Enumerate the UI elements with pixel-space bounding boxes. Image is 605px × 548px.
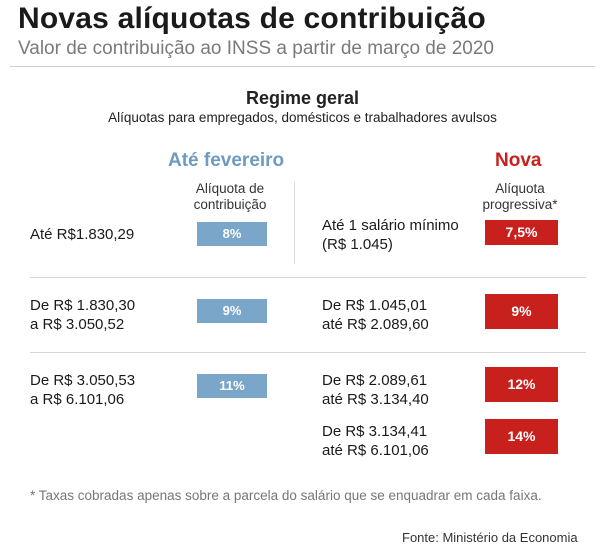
right-row-3-rate: 12% [485, 367, 558, 402]
left-row-2-range: De R$ 1.830,30 a R$ 3.050,52 [30, 296, 135, 334]
right-row-2-rate: 9% [485, 294, 558, 329]
range-line: De R$ 1.830,30 [30, 297, 136, 314]
row-divider [30, 352, 586, 353]
left-row-1-range: Até R$1.830,29 [30, 225, 134, 244]
range-line: Até R$1.830,29 [30, 226, 135, 243]
range-line: até R$ 2.089,60 [322, 316, 429, 333]
range-line: até R$ 3.134,40 [322, 391, 429, 408]
right-row-1-range: Até 1 salário mínimo (R$ 1.045) [322, 216, 459, 254]
footnote: * Taxas cobradas apenas sobre a parcela … [30, 488, 542, 503]
source-credit: Fonte: Ministério da Economia [402, 530, 578, 545]
right-row-1-rate: 7,5% [485, 220, 558, 245]
range-line: a R$ 3.050,52 [30, 316, 125, 333]
range-line: (R$ 1.045) [322, 236, 393, 253]
right-column-label: Alíquota progressiva* [482, 181, 558, 212]
section-subtitle: Alíquotas para empregados, domésticos e … [108, 110, 497, 125]
left-column-label: Alíquota de contribuição [193, 181, 267, 212]
left-row-1-rate: 8% [197, 222, 267, 246]
section-title: Regime geral [245, 88, 360, 108]
right-column-heading: Nova [495, 150, 542, 171]
left-row-3-rate: 11% [197, 374, 267, 398]
left-row-3-range: De R$ 3.050,53 a R$ 6.101,06 [30, 371, 135, 409]
range-line: De R$ 2.089,61 [322, 372, 428, 389]
page-title: Novas alíquotas de contribuição [18, 2, 486, 35]
header-divider [10, 66, 595, 67]
left-column-heading: Até fevereiro [168, 150, 285, 171]
range-line: De R$ 3.134,41 [322, 423, 428, 440]
left-row-2-rate: 9% [197, 299, 267, 323]
range-line: De R$ 1.045,01 [322, 297, 428, 314]
range-line: De R$ 3.050,53 [30, 372, 136, 389]
range-line: a R$ 6.101,06 [30, 391, 125, 408]
right-row-3-range: De R$ 2.089,61 até R$ 3.134,40 [322, 371, 429, 409]
right-row-4-range: De R$ 3.134,41 até R$ 6.101,06 [322, 422, 429, 460]
page-subtitle: Valor de contribuição ao INSS a partir d… [18, 38, 494, 59]
range-line: Até 1 salário mínimo [322, 217, 459, 234]
right-row-2-range: De R$ 1.045,01 até R$ 2.089,60 [322, 296, 429, 334]
right-row-4-rate: 14% [485, 419, 558, 454]
range-line: até R$ 6.101,06 [322, 442, 429, 459]
column-divider [294, 182, 295, 264]
row-divider [30, 277, 586, 278]
